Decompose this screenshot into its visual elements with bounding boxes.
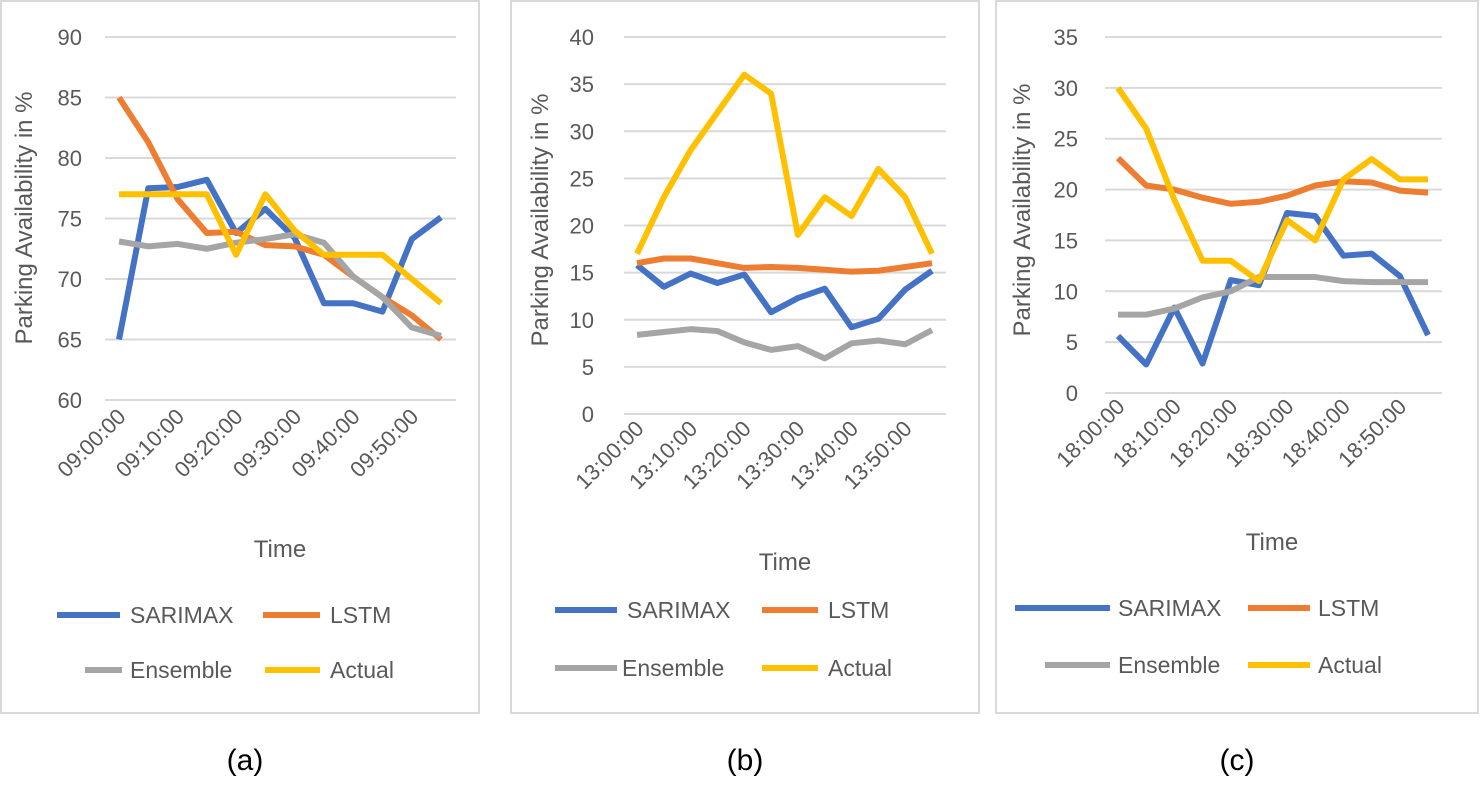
series-line-ensemble xyxy=(636,326,934,362)
chart-panel-b: 051015202530354013:00:0013:10:0013:20:00… xyxy=(510,0,980,714)
y-tick-label: 20 xyxy=(1054,178,1078,203)
y-tick-label: 25 xyxy=(1054,127,1078,152)
y-tick-label: 35 xyxy=(1054,25,1078,50)
panel-border xyxy=(510,0,980,714)
y-tick-label: 30 xyxy=(570,119,594,144)
y-tick-label: 65 xyxy=(58,328,82,353)
legend-label: Ensemble xyxy=(130,657,232,683)
series-line-actual xyxy=(119,191,443,306)
legend-label: LSTM xyxy=(330,602,391,628)
series-line-sarimax xyxy=(635,262,934,331)
legend-label: Ensemble xyxy=(622,655,724,681)
y-axis-title: Parking Availability in % xyxy=(1009,83,1036,336)
y-tick-label: 5 xyxy=(582,355,594,380)
series-line-actual xyxy=(1115,86,1428,285)
series-line-ensemble xyxy=(1118,274,1428,318)
y-tick-label: 80 xyxy=(58,146,82,171)
chart-panel-c: 0510152025303518:00:0018:10:0018:20:0018… xyxy=(995,0,1479,714)
y-tick-label: 0 xyxy=(582,402,594,427)
y-tick-label: 40 xyxy=(570,25,594,50)
chart-panel-a: 6065707580859009:00:0009:10:0009:20:0009… xyxy=(0,0,480,714)
y-tick-label: 20 xyxy=(570,214,594,239)
series-line-actual xyxy=(634,71,935,256)
y-tick-label: 0 xyxy=(1066,381,1078,406)
y-tick-label: 15 xyxy=(570,261,594,286)
panel-border xyxy=(995,0,1479,714)
legend-label: Actual xyxy=(828,655,892,681)
legend-label: SARIMAX xyxy=(1118,595,1222,621)
panel-caption: (a) xyxy=(227,744,264,777)
legend-label: LSTM xyxy=(1318,595,1379,621)
y-tick-label: 10 xyxy=(1054,279,1078,304)
series-line-lstm xyxy=(636,255,933,275)
panel-caption: (c) xyxy=(1220,744,1255,777)
y-tick-label: 35 xyxy=(570,72,594,97)
panel-border xyxy=(0,0,480,714)
series-line-ensemble xyxy=(118,231,442,339)
y-axis-title: Parking Availability in % xyxy=(527,93,554,346)
y-axis-title: Parking Availability in % xyxy=(11,91,38,344)
legend-label: Actual xyxy=(330,657,394,683)
y-tick-label: 5 xyxy=(1066,330,1078,355)
y-tick-label: 10 xyxy=(570,308,594,333)
y-tick-label: 75 xyxy=(58,207,82,232)
legend-label: Ensemble xyxy=(1118,652,1220,678)
y-tick-label: 70 xyxy=(58,267,82,292)
legend-label: SARIMAX xyxy=(627,597,731,623)
y-tick-label: 60 xyxy=(58,388,82,413)
x-axis-title: Time xyxy=(1246,529,1298,556)
y-tick-label: 25 xyxy=(570,166,594,191)
y-tick-label: 90 xyxy=(58,25,82,50)
legend-label: LSTM xyxy=(828,597,889,623)
y-tick-label: 15 xyxy=(1054,228,1078,253)
x-axis-title: Time xyxy=(759,549,811,576)
legend-label: Actual xyxy=(1318,652,1382,678)
y-tick-label: 85 xyxy=(58,86,82,111)
panel-caption: (b) xyxy=(727,744,764,777)
y-tick-label: 30 xyxy=(1054,76,1078,101)
legend-label: SARIMAX xyxy=(130,602,234,628)
x-axis-title: Time xyxy=(254,536,306,563)
